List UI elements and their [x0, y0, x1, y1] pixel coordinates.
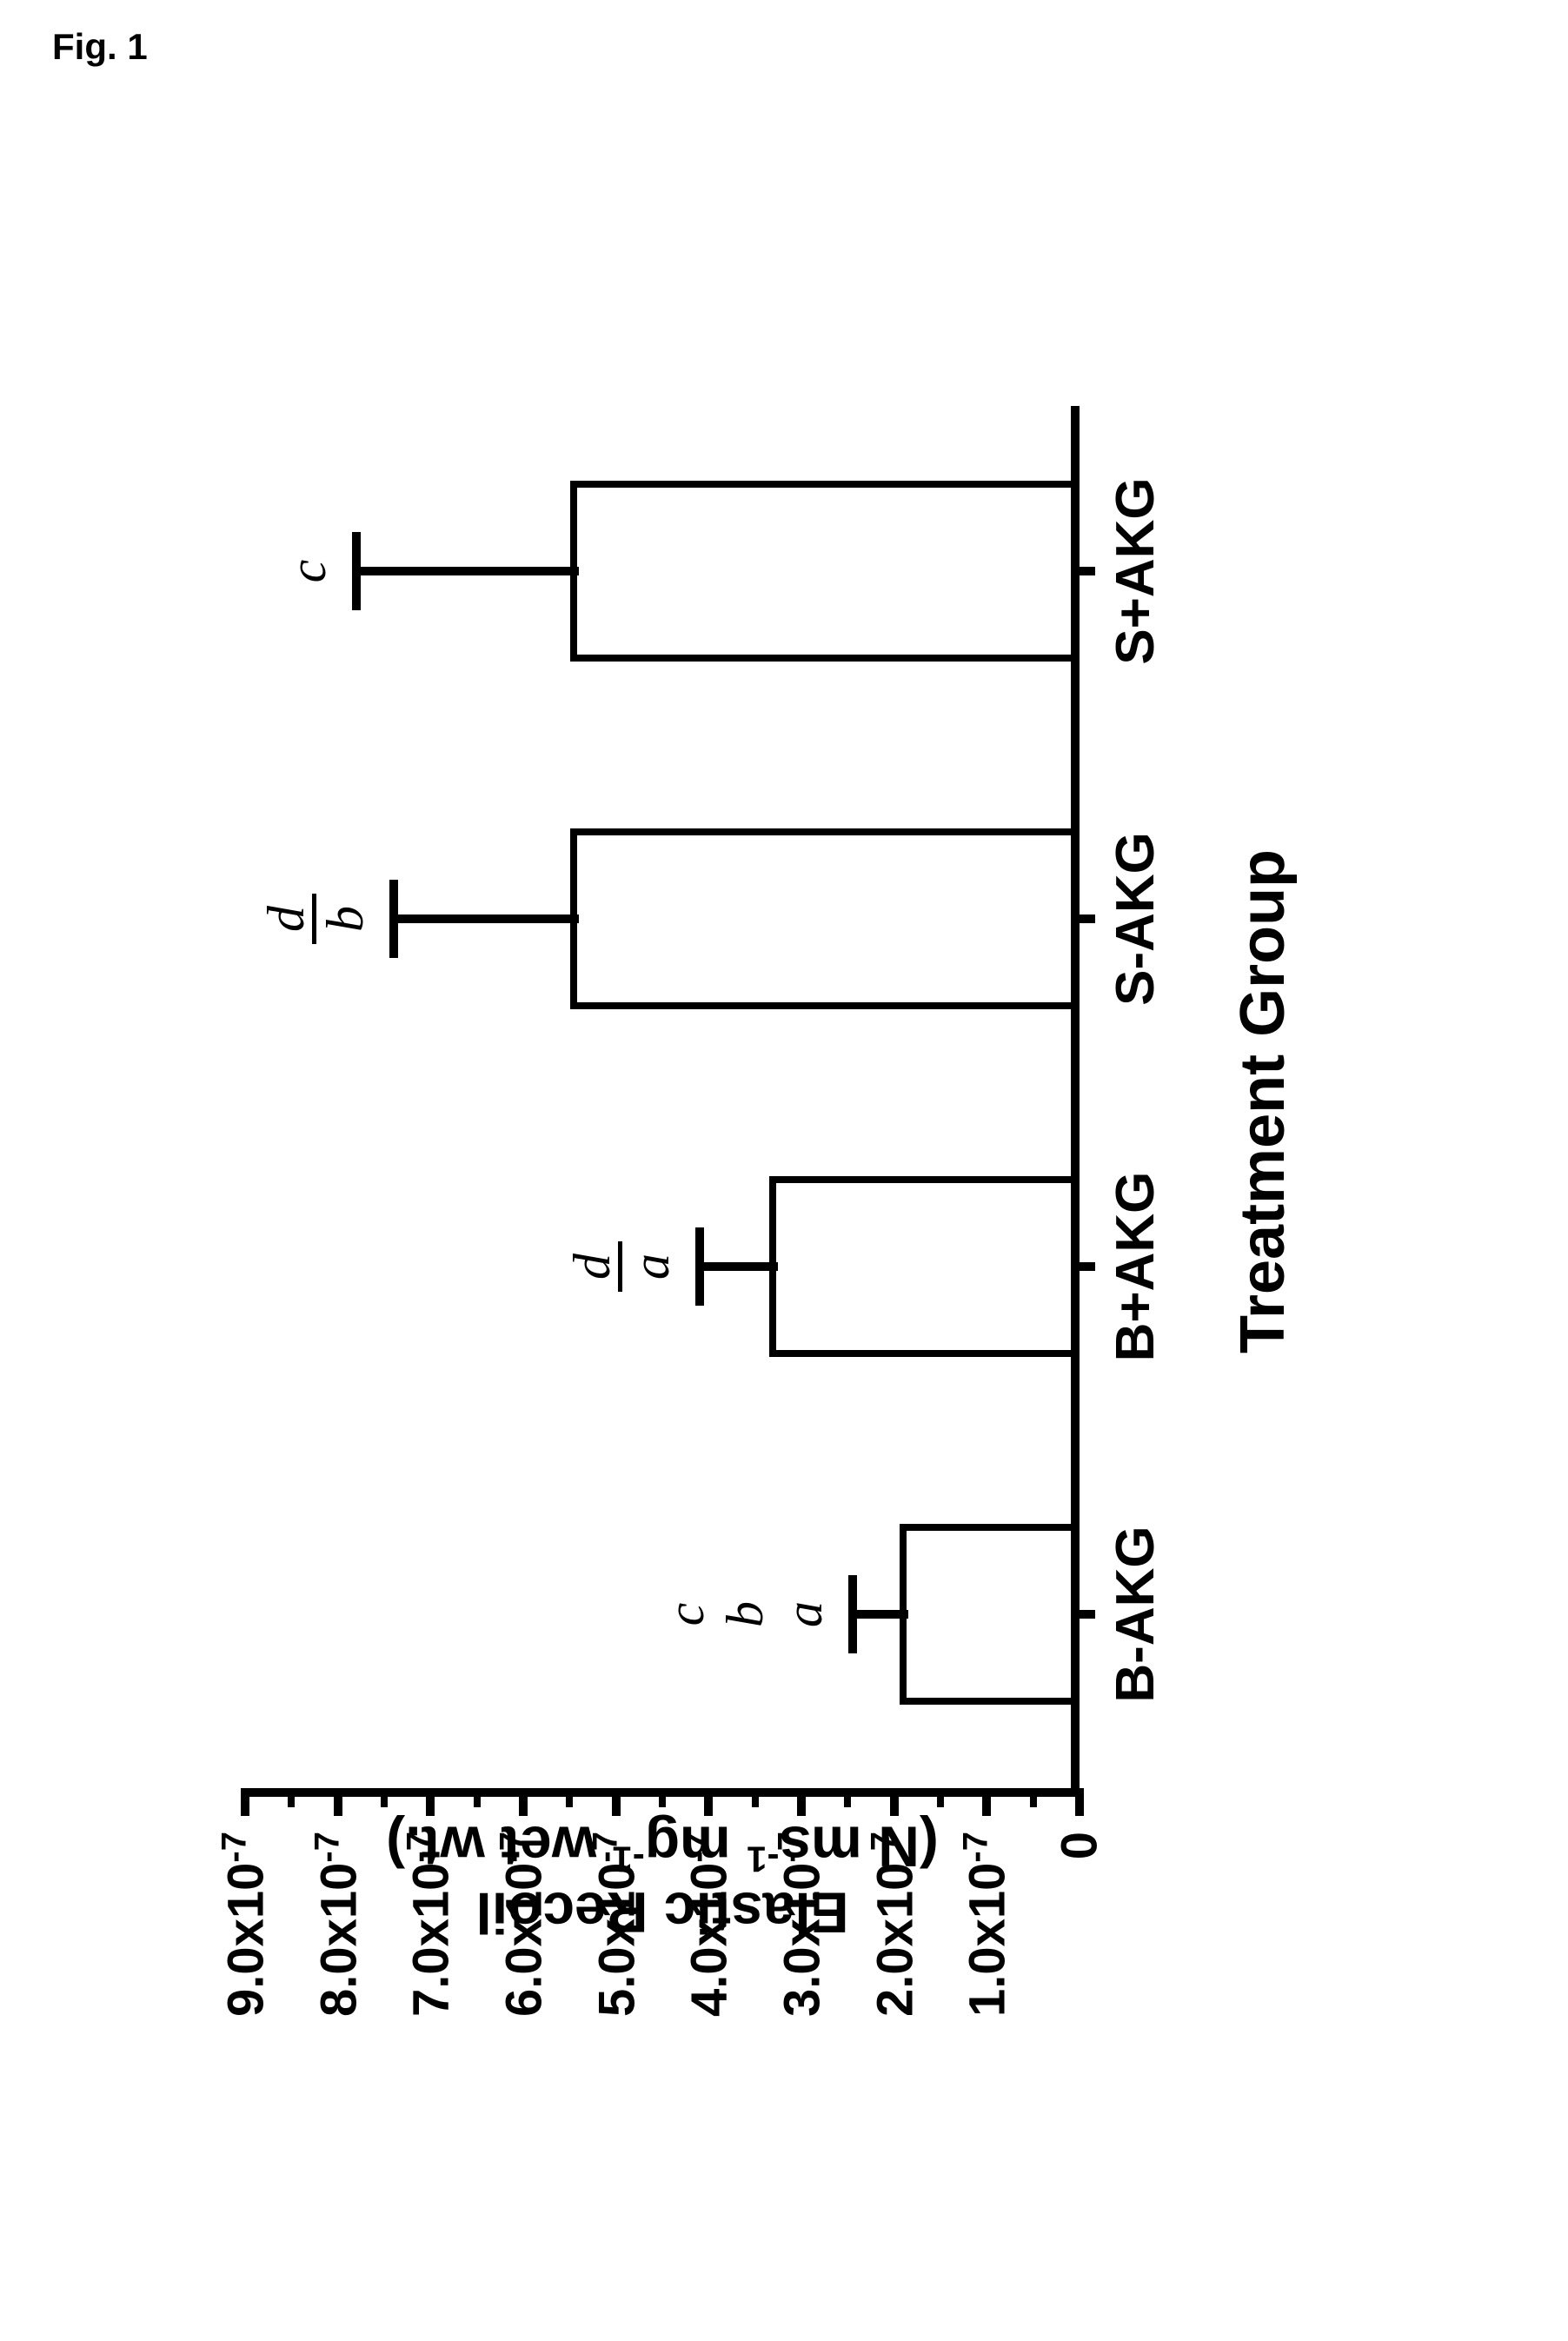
y-tick-label: 8.0x10-7	[308, 1832, 368, 2017]
y-tick	[426, 1788, 435, 1816]
y-tick-label: 5.0x10-7	[586, 1832, 646, 2017]
y-tick	[334, 1788, 342, 1816]
plot-area: B-AKGabcB+AKGadS-AKGbdS+AKGc	[245, 406, 1080, 1797]
chart-bar	[570, 828, 1071, 1009]
y-axis-title: Elastic Recoil (N ms-1 mg-1 wet wt.)	[386, 1813, 939, 1945]
y-tick	[797, 1788, 806, 1816]
x-tick	[1071, 567, 1095, 575]
y-axis-title-line2: (N ms-1 mg-1 wet wt.)	[386, 1813, 939, 1879]
significance-letter: b	[316, 906, 375, 932]
y-tick-minor	[474, 1788, 481, 1807]
x-tick-label: S-AKG	[1105, 832, 1166, 1006]
y-tick	[612, 1788, 621, 1816]
x-tick	[1071, 1610, 1095, 1619]
x-tick	[1071, 1262, 1095, 1271]
y-tick-label: 0	[1051, 1832, 1109, 1859]
y-tick-minor	[566, 1788, 573, 1807]
error-bar-stem	[394, 914, 579, 923]
chart-bar	[570, 481, 1071, 662]
error-bar-cap	[389, 880, 398, 958]
y-tick-minor	[844, 1788, 851, 1807]
y-tick-minor	[381, 1788, 388, 1807]
x-axis-title: Treatment Group	[1227, 848, 1568, 1353]
significance-letter: d	[562, 1254, 622, 1280]
y-tick	[1075, 1788, 1084, 1816]
chart-container: Elastic Recoil (N ms-1 mg-1 wet wt.) B-A…	[176, 215, 1392, 2127]
y-tick	[519, 1788, 528, 1816]
significance-letter: d	[256, 906, 316, 932]
y-tick-minor	[288, 1788, 295, 1807]
significance-letter: c	[278, 559, 338, 582]
significance-letter: b	[715, 1601, 775, 1627]
chart-rotator: Elastic Recoil (N ms-1 mg-1 wet wt.) B-A…	[176, 215, 1392, 2127]
y-tick-minor	[1030, 1788, 1037, 1807]
error-bar-cap	[352, 532, 361, 610]
y-tick-label: 4.0x10-7	[679, 1832, 739, 2017]
figure-label: Fig. 1	[52, 26, 148, 68]
significance-letter: a	[774, 1601, 834, 1627]
y-tick	[982, 1788, 991, 1816]
x-tick-label: B+AKG	[1105, 1171, 1166, 1361]
y-tick	[704, 1788, 713, 1816]
y-tick-label: 9.0x10-7	[215, 1832, 275, 2017]
y-tick-label: 1.0x10-7	[957, 1832, 1017, 2017]
error-bar-cap	[848, 1575, 857, 1653]
error-bar-stem	[853, 1610, 908, 1619]
y-tick	[890, 1788, 899, 1816]
significance-letter: c	[656, 1602, 716, 1626]
y-tick-label: 6.0x10-7	[493, 1832, 553, 2017]
chart-bar	[769, 1176, 1071, 1357]
y-tick-minor	[752, 1788, 759, 1807]
chart-bar	[900, 1524, 1071, 1705]
error-bar-cap	[695, 1227, 704, 1306]
x-tick-label: S+AKG	[1105, 477, 1166, 664]
y-tick-minor	[659, 1788, 666, 1807]
x-tick-label: B-AKG	[1105, 1526, 1166, 1702]
error-bar-stem	[700, 1262, 779, 1271]
significance-letter: a	[621, 1254, 681, 1280]
y-tick-minor	[937, 1788, 944, 1807]
y-tick	[241, 1788, 249, 1816]
error-bar-stem	[356, 567, 579, 575]
x-tick	[1071, 914, 1095, 923]
y-tick-label: 2.0x10-7	[864, 1832, 924, 2017]
y-tick-label: 3.0x10-7	[771, 1832, 831, 2017]
y-tick-label: 7.0x10-7	[401, 1832, 461, 2017]
